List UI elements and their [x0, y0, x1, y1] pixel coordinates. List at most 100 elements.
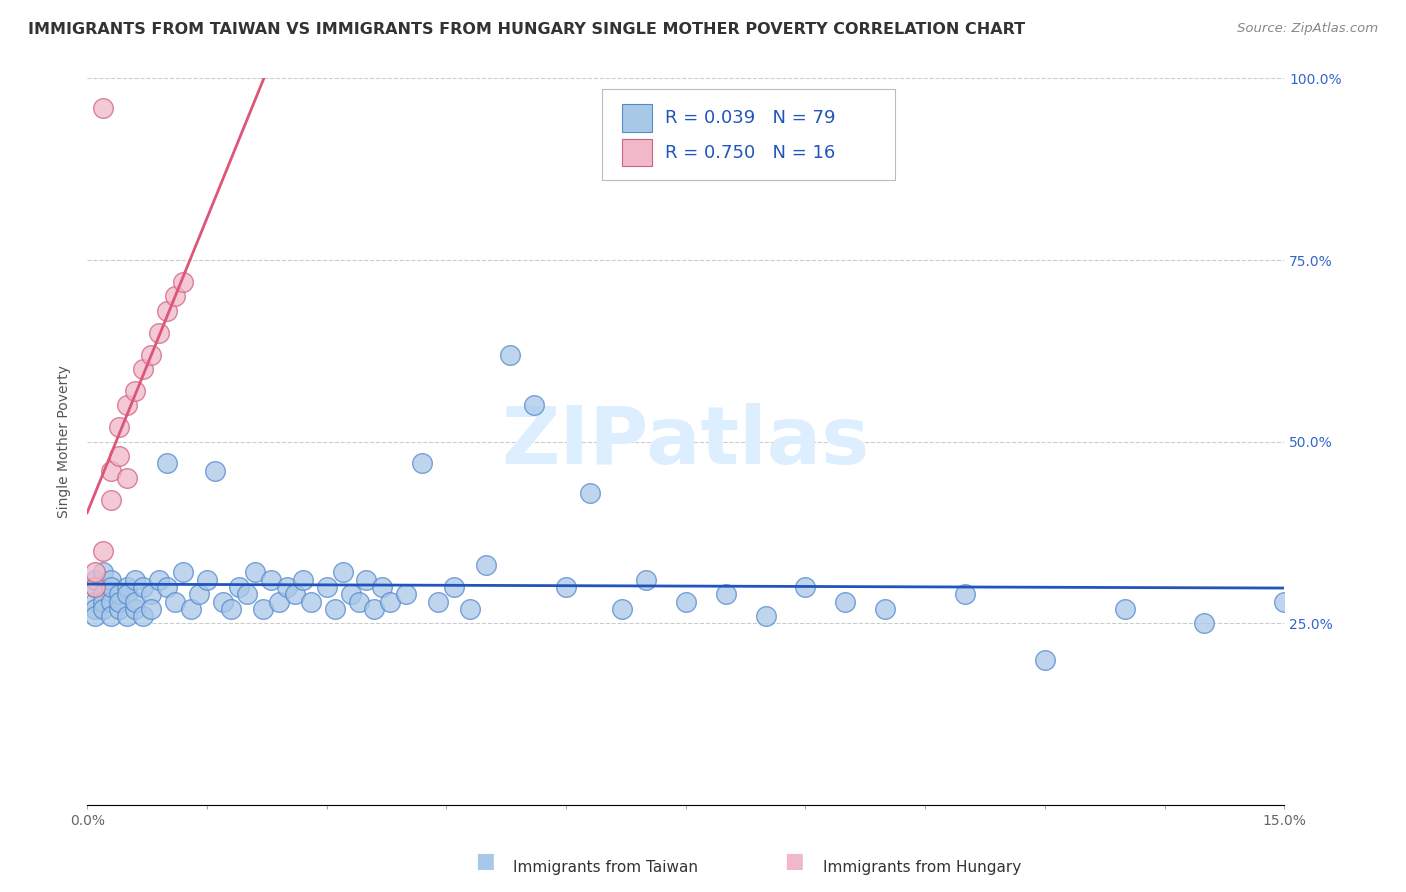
Point — [108, 420, 131, 434]
Point — [148, 326, 170, 340]
Text: R = 0.039   N = 79: R = 0.039 N = 79 — [665, 109, 837, 127]
Point — [356, 573, 378, 587]
Point — [1272, 594, 1295, 608]
Point — [91, 101, 114, 115]
Point — [579, 485, 602, 500]
FancyBboxPatch shape — [602, 89, 896, 180]
Text: IMMIGRANTS FROM TAIWAN VS IMMIGRANTS FROM HUNGARY SINGLE MOTHER POVERTY CORRELAT: IMMIGRANTS FROM TAIWAN VS IMMIGRANTS FRO… — [28, 22, 1025, 37]
Point — [380, 594, 402, 608]
Point — [1114, 601, 1136, 615]
Point — [754, 609, 776, 624]
Point — [714, 587, 737, 601]
Point — [243, 566, 266, 580]
Point — [124, 384, 146, 398]
Point — [100, 492, 122, 507]
Point — [523, 398, 546, 412]
Point — [371, 580, 394, 594]
Point — [284, 587, 307, 601]
Point — [411, 457, 433, 471]
Point — [163, 594, 186, 608]
Text: Immigrants from Hungary: Immigrants from Hungary — [823, 860, 1021, 874]
Point — [339, 587, 361, 601]
Point — [84, 594, 107, 608]
Point — [260, 573, 283, 587]
Point — [291, 573, 314, 587]
Point — [395, 587, 418, 601]
Point — [100, 609, 122, 624]
Point — [91, 543, 114, 558]
Text: Source: ZipAtlas.com: Source: ZipAtlas.com — [1237, 22, 1378, 36]
Point — [315, 580, 337, 594]
Point — [124, 573, 146, 587]
Point — [443, 580, 465, 594]
Point — [108, 587, 131, 601]
Point — [132, 362, 155, 376]
Point — [84, 601, 107, 615]
Point — [139, 347, 162, 361]
Text: Immigrants from Taiwan: Immigrants from Taiwan — [513, 860, 699, 874]
Point — [148, 573, 170, 587]
Point — [332, 566, 354, 580]
Point — [1194, 616, 1216, 631]
Point — [108, 594, 131, 608]
Text: ■: ■ — [475, 851, 495, 871]
Point — [100, 573, 122, 587]
Point — [91, 566, 114, 580]
Point — [610, 601, 633, 615]
Point — [156, 580, 179, 594]
Point — [163, 289, 186, 303]
Point — [675, 594, 697, 608]
Point — [132, 580, 155, 594]
Point — [204, 464, 226, 478]
Point — [172, 275, 194, 289]
Point — [84, 580, 107, 594]
Point — [84, 566, 107, 580]
Point — [219, 601, 242, 615]
Point — [132, 609, 155, 624]
Point — [427, 594, 450, 608]
Point — [276, 580, 298, 594]
Point — [115, 398, 138, 412]
Point — [91, 587, 114, 601]
Point — [187, 587, 209, 601]
Point — [156, 304, 179, 318]
Point — [108, 449, 131, 463]
Point — [211, 594, 233, 608]
Point — [100, 580, 122, 594]
FancyBboxPatch shape — [623, 103, 652, 131]
Point — [115, 471, 138, 485]
Point — [100, 464, 122, 478]
Point — [347, 594, 370, 608]
Point — [195, 573, 218, 587]
Point — [84, 573, 107, 587]
Point — [834, 594, 856, 608]
Point — [236, 587, 259, 601]
Point — [100, 594, 122, 608]
Point — [180, 601, 202, 615]
Point — [875, 601, 897, 615]
Point — [115, 609, 138, 624]
Point — [299, 594, 322, 608]
Point — [499, 347, 522, 361]
FancyBboxPatch shape — [623, 139, 652, 167]
Point — [91, 601, 114, 615]
Point — [228, 580, 250, 594]
Point — [555, 580, 578, 594]
Point — [84, 580, 107, 594]
Point — [634, 573, 657, 587]
Point — [267, 594, 290, 608]
Point — [124, 594, 146, 608]
Point — [91, 594, 114, 608]
Point — [953, 587, 976, 601]
Point — [115, 580, 138, 594]
Point — [84, 609, 107, 624]
Point — [475, 558, 498, 573]
Point — [794, 580, 817, 594]
Point — [108, 601, 131, 615]
Point — [172, 566, 194, 580]
Y-axis label: Single Mother Poverty: Single Mother Poverty — [58, 365, 72, 518]
Point — [323, 601, 346, 615]
Point — [1033, 652, 1056, 666]
Point — [124, 601, 146, 615]
Point — [139, 601, 162, 615]
